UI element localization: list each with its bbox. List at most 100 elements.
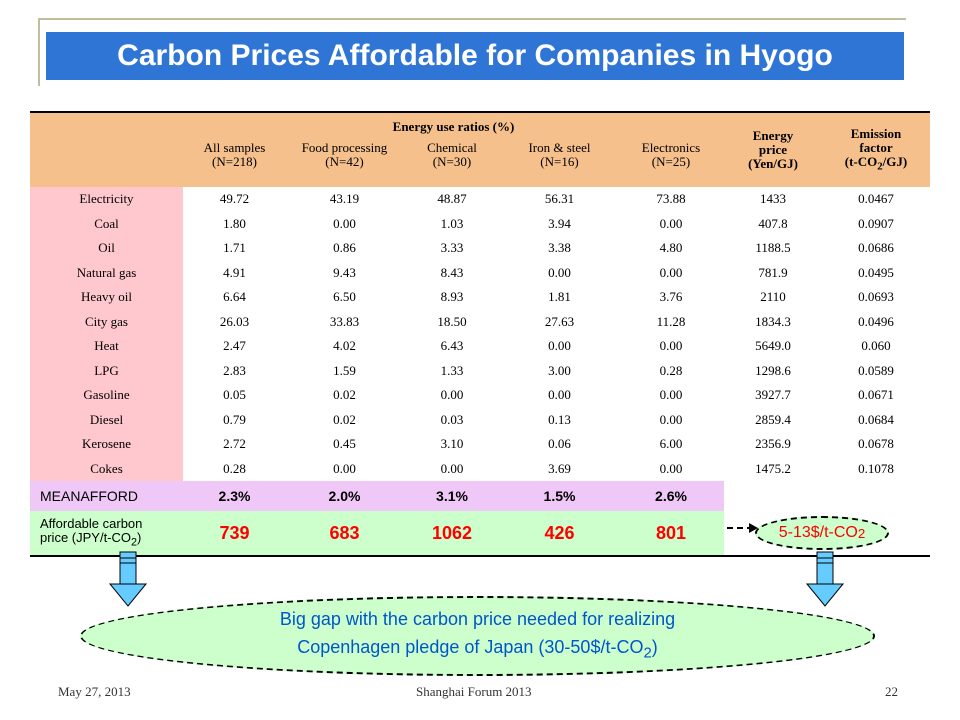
ratio-cell: 0.00 — [659, 460, 683, 476]
energy-price-cell: 781.9 — [758, 264, 788, 280]
ratio-cell: 0.00 — [548, 264, 571, 280]
mean-row-blank — [724, 481, 930, 511]
row-label: Oil — [30, 236, 183, 261]
ratio-cell: 0.00 — [659, 338, 683, 354]
footer-page-number: 22 — [885, 684, 898, 699]
ratio-cell: 6.50 — [333, 289, 356, 305]
table-row: LPG 2.83 1.59 1.33 3.00 0.28 1298.6 0.0589 — [30, 358, 930, 383]
row-label: Electricity — [30, 187, 183, 212]
energy-price-cell: 2859.4 — [755, 411, 791, 427]
ratio-cell: 2.83 — [223, 362, 246, 378]
ratio-cell: 9.43 — [333, 264, 356, 280]
mean-value: 2.0% — [286, 481, 403, 511]
row-label: City gas — [30, 309, 183, 334]
ratio-cell: 3.00 — [548, 362, 571, 378]
energy-table: Energy use ratios (%) Energy price (Yen/… — [30, 111, 930, 557]
footer-date: May 27, 2013 — [58, 684, 131, 699]
mean-value: 3.1% — [403, 481, 501, 511]
ratio-cell: 0.00 — [659, 387, 683, 403]
table-row: Kerosene 2.72 0.45 3.10 0.06 6.00 2356.9 0.0678 — [30, 432, 930, 457]
energy-price-cell: 1298.6 — [755, 362, 791, 378]
ratio-cell: 6.00 — [659, 436, 683, 452]
emission-factor-cell: 0.060 — [861, 338, 891, 354]
ratio-cell: 1.81 — [548, 289, 571, 305]
ratio-cell: 0.28 — [223, 460, 246, 476]
affordable-range-callout: 5-13$/t-CO 2 — [755, 516, 889, 550]
afford-value: 801 — [618, 511, 724, 556]
emission-factor-cell: 0.0467 — [858, 191, 894, 207]
col-header-iron-steel: Iron & steel (N=16) — [501, 141, 618, 187]
ratio-cell: 18.50 — [437, 313, 467, 329]
gap-note-line2: Copenhagen pledge of Japan (30-50$/t-CO2… — [297, 636, 658, 662]
ratio-cell: 0.03 — [440, 411, 464, 427]
ratio-cell: 3.33 — [440, 240, 464, 256]
ratio-cell: 3.10 — [440, 436, 464, 452]
ratio-cell: 0.06 — [548, 436, 571, 452]
ratio-cell: 0.00 — [659, 264, 683, 280]
emission-factor-header: Emission factor (t-CO2/GJ) — [822, 112, 930, 187]
energy-use-header: Energy use ratios (%) — [183, 112, 724, 141]
energy-price-cell: 1188.5 — [755, 240, 791, 256]
emission-factor-cell: 0.0678 — [858, 436, 894, 452]
table-row: Diesel 0.79 0.02 0.03 0.13 0.00 2859.4 0.0684 — [30, 407, 930, 432]
ratio-cell: 33.83 — [329, 313, 360, 329]
table-row: Natural gas 4.91 9.43 8.43 0.00 0.00 781.9 0.04… — [30, 260, 930, 285]
emission-factor-cell: 0.0907 — [858, 215, 894, 231]
energy-price-cell: 5649.0 — [755, 338, 791, 354]
ratio-cell: 4.80 — [659, 240, 683, 256]
energy-price-header: Energy price (Yen/GJ) — [724, 112, 822, 187]
col-header-all: All samples (N=218) — [183, 141, 286, 187]
afford-row-label: Affordable carbon price (JPY/t-CO2) — [30, 511, 183, 556]
ratio-cell: 0.02 — [333, 411, 356, 427]
emission-factor-cell: 0.1078 — [858, 460, 894, 476]
decorative-vertical-line — [38, 18, 40, 86]
ratio-cell: 4.02 — [333, 338, 356, 354]
ratio-cell: 8.93 — [440, 289, 464, 305]
footer-event: Shanghai Forum 2013 — [416, 684, 532, 699]
row-label: Natural gas — [30, 260, 183, 285]
row-label: LPG — [30, 358, 183, 383]
decorative-horizontal-line — [38, 18, 906, 20]
mean-row-label: MEANAFFORD — [30, 481, 183, 511]
ratio-cell: 1.59 — [333, 362, 356, 378]
energy-price-cell: 3927.7 — [755, 387, 791, 403]
emission-factor-cell: 0.0589 — [858, 362, 894, 378]
ratio-cell: 48.87 — [437, 191, 467, 207]
ratio-cell: 0.00 — [333, 215, 356, 231]
ratio-cell: 27.63 — [544, 313, 575, 329]
ratio-cell: 0.00 — [548, 387, 571, 403]
row-label: Diesel — [30, 407, 183, 432]
ratio-cell: 0.02 — [333, 387, 356, 403]
energy-price-cell: 407.8 — [758, 215, 788, 231]
ratio-cell: 0.45 — [333, 436, 356, 452]
energy-price-cell: 2356.9 — [755, 436, 791, 452]
ratio-cell: 0.00 — [659, 215, 683, 231]
afford-value: 739 — [183, 511, 286, 556]
energy-price-cell: 1475.2 — [755, 460, 791, 476]
ratio-cell: 3.94 — [548, 215, 571, 231]
col-header-electronics: Electronics (N=25) — [618, 141, 724, 187]
ratio-cell: 43.19 — [329, 191, 360, 207]
table-row: Gasoline 0.05 0.02 0.00 0.00 0.00 3927.7 0.0671 — [30, 383, 930, 408]
row-label: Gasoline — [30, 383, 183, 408]
ratio-cell: 0.00 — [333, 460, 356, 476]
mean-value: 2.6% — [618, 481, 724, 511]
ratio-cell: 0.28 — [659, 362, 683, 378]
dashed-arrow-icon — [727, 523, 758, 533]
ratio-cell: 6.64 — [223, 289, 246, 305]
gap-note-line1: Big gap with the carbon price needed for… — [279, 608, 676, 629]
table-row: Heavy oil 6.64 6.50 8.93 1.81 3.76 2110 0.0693 — [30, 285, 930, 310]
table-row: City gas 26.03 33.83 18.50 27.63 11.28 1834.3 0… — [30, 309, 930, 334]
row-label: Heavy oil — [30, 285, 183, 310]
emission-factor-cell: 0.0671 — [858, 387, 894, 403]
ratio-cell: 3.38 — [548, 240, 571, 256]
row-label: Cokes — [30, 456, 183, 481]
row-label: Coal — [30, 211, 183, 236]
ratio-cell: 26.03 — [219, 313, 250, 329]
emission-factor-cell: 0.0496 — [858, 313, 894, 329]
slide-title: Carbon Prices Affordable for Companies i… — [46, 32, 904, 80]
ratio-cell: 2.47 — [223, 338, 246, 354]
ratio-cell: 1.71 — [223, 240, 246, 256]
ratio-cell: 8.43 — [440, 264, 464, 280]
